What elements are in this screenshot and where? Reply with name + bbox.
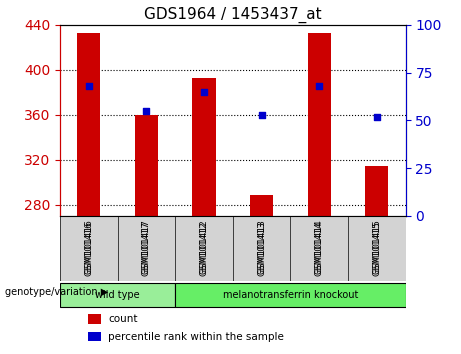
FancyBboxPatch shape <box>175 216 233 281</box>
Text: GSM101415: GSM101415 <box>372 219 381 274</box>
Text: melanotransferrin knockout: melanotransferrin knockout <box>223 290 358 300</box>
Text: GSM101416: GSM101416 <box>84 221 93 276</box>
Text: GSM101416: GSM101416 <box>84 219 93 274</box>
Point <box>373 114 381 119</box>
Point <box>315 83 323 89</box>
FancyBboxPatch shape <box>118 216 175 281</box>
Title: GDS1964 / 1453437_at: GDS1964 / 1453437_at <box>144 7 322 23</box>
Text: count: count <box>108 314 138 324</box>
Bar <box>308 33 331 216</box>
FancyBboxPatch shape <box>348 216 406 281</box>
Text: GSM101415: GSM101415 <box>372 221 381 276</box>
Bar <box>88 314 101 324</box>
Bar <box>193 78 216 216</box>
FancyBboxPatch shape <box>175 283 406 307</box>
FancyBboxPatch shape <box>60 216 118 281</box>
Bar <box>135 115 158 216</box>
Text: GSM101414: GSM101414 <box>315 221 324 276</box>
Point <box>258 112 266 118</box>
Text: GSM101413: GSM101413 <box>257 219 266 274</box>
Text: GSM101417: GSM101417 <box>142 221 151 276</box>
FancyBboxPatch shape <box>290 216 348 281</box>
FancyBboxPatch shape <box>233 216 290 281</box>
Bar <box>365 166 388 216</box>
Bar <box>77 33 100 216</box>
Text: GSM101413: GSM101413 <box>257 221 266 276</box>
FancyBboxPatch shape <box>60 283 175 307</box>
Bar <box>88 332 101 341</box>
Text: genotype/variation ▶: genotype/variation ▶ <box>5 287 108 297</box>
Text: GSM101414: GSM101414 <box>315 219 324 274</box>
Point <box>200 89 207 95</box>
Point <box>142 108 150 114</box>
Text: wild type: wild type <box>95 290 140 300</box>
Bar <box>250 194 273 216</box>
Text: GSM101412: GSM101412 <box>200 219 208 274</box>
Text: GSM101412: GSM101412 <box>200 221 208 276</box>
Point <box>85 83 92 89</box>
Text: percentile rank within the sample: percentile rank within the sample <box>108 332 284 342</box>
Text: GSM101417: GSM101417 <box>142 219 151 274</box>
